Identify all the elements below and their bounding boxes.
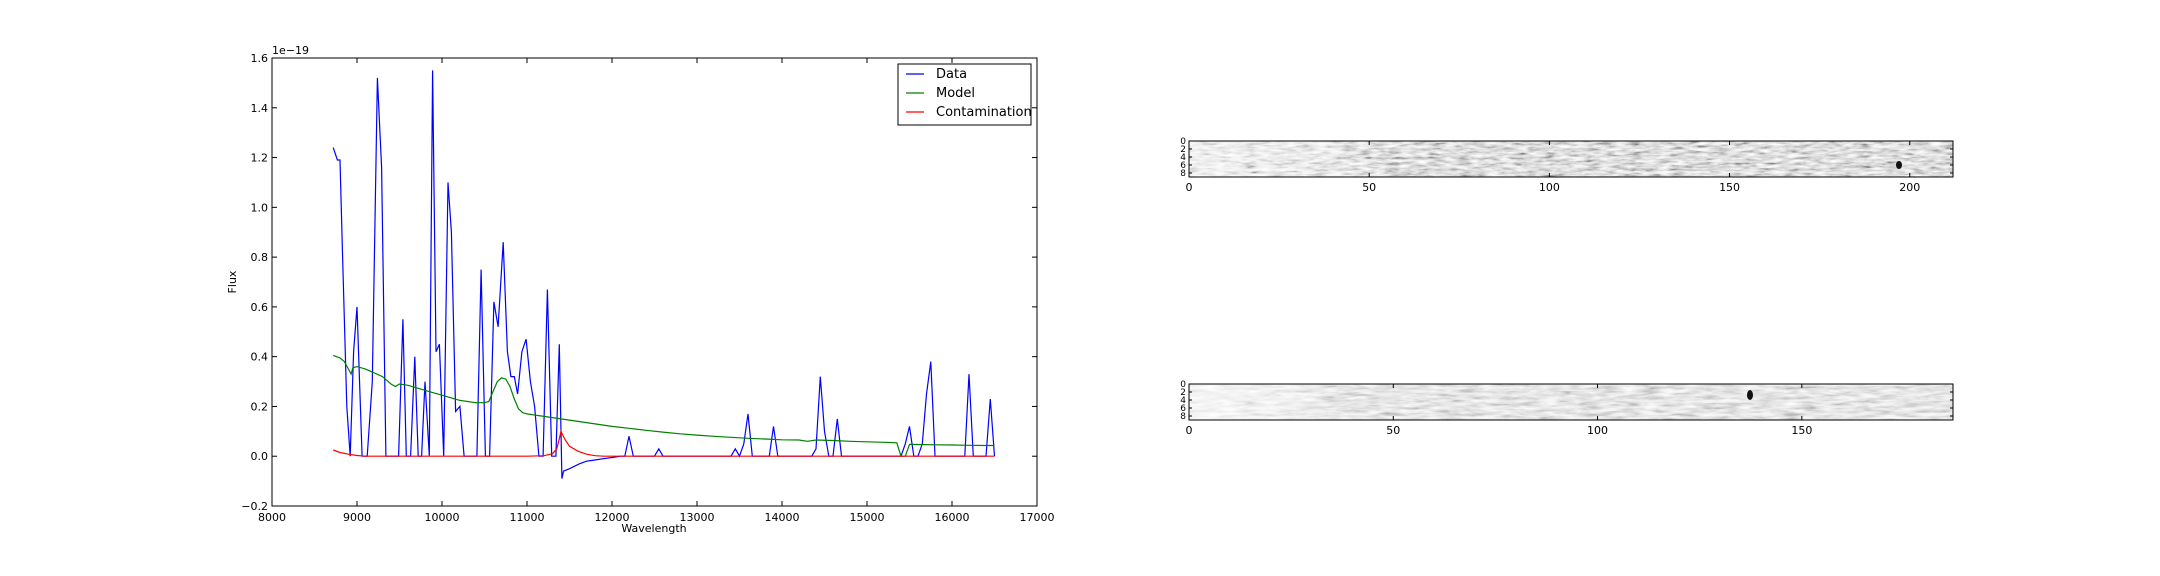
series-lines — [332, 70, 996, 479]
x-tick-label: 50 — [1362, 181, 1376, 194]
x-tick-label: 15000 — [850, 511, 885, 524]
y-tick-label: 0.6 — [251, 301, 269, 314]
x-tick-label: 17000 — [1020, 511, 1055, 524]
plot-frame — [271, 57, 1038, 507]
x-tick-label: 0 — [1186, 424, 1193, 437]
image-dark-spot — [1896, 161, 1902, 169]
y-tick-label: 4 — [1180, 153, 1186, 163]
x-tick-label: 10000 — [425, 511, 460, 524]
image-bright-region — [1189, 141, 1953, 177]
y-tick-label: 0.2 — [251, 400, 269, 413]
spectrum-chart: 8000 9000 10000 11000 12000 13000 14000 15000 16… — [226, 44, 1055, 535]
y-offset-label: 1e−19 — [272, 44, 309, 57]
y-tick-label: 1.2 — [251, 152, 269, 165]
x-tick-label: 14000 — [765, 511, 800, 524]
x-tick-label: 100 — [1539, 181, 1560, 194]
series-line-model — [332, 354, 995, 457]
x-tick-label: 100 — [1587, 424, 1608, 437]
legend-label-contamination: Contamination — [936, 105, 1032, 120]
y-tick-label: 2 — [1180, 145, 1186, 155]
y-tick-label: 0 — [1180, 137, 1186, 147]
legend-label-data: Data — [936, 67, 967, 82]
x-tick-label: 8000 — [258, 511, 286, 524]
y-tick-label: 0.8 — [251, 251, 269, 264]
x-tick-label: 16000 — [935, 511, 970, 524]
x-axis-label: Wavelength — [621, 522, 686, 535]
image-frame — [1188, 140, 1954, 178]
y-tick-label: 1.4 — [251, 102, 269, 115]
x-tick-label: 11000 — [510, 511, 545, 524]
axis-ticks: 8000 9000 10000 11000 12000 13000 14000 15000 16… — [241, 52, 1054, 524]
y-tick-label: 8 — [1180, 169, 1186, 179]
image-dark-spot — [1747, 390, 1753, 400]
x-tick-label: 50 — [1386, 424, 1400, 437]
y-tick-label: 0 — [1180, 380, 1186, 390]
x-tick-label: 13000 — [680, 511, 715, 524]
x-tick-label: 200 — [1899, 181, 1920, 194]
y-tick-label: 1.0 — [251, 201, 269, 214]
y-tick-label: 8 — [1180, 412, 1186, 422]
x-tick-label: 12000 — [595, 511, 630, 524]
y-tick-label: −0.2 — [241, 500, 268, 513]
x-tick-label: 150 — [1791, 424, 1812, 437]
y-tick-label: 0.4 — [251, 351, 269, 364]
y-axis-label: Flux — [226, 270, 239, 293]
y-tick-label: 6 — [1180, 161, 1186, 171]
y-tick-label: 4 — [1180, 396, 1186, 406]
x-tick-label: 150 — [1719, 181, 1740, 194]
legend-label-model: Model — [936, 86, 975, 101]
y-tick-label: 6 — [1180, 404, 1186, 414]
image-frame — [1188, 383, 1954, 421]
x-tick-label: 0 — [1186, 181, 1193, 194]
legend: Data Model Contamination — [897, 63, 1032, 126]
image-bright-region — [1189, 384, 1953, 420]
y-tick-label: 1.6 — [251, 52, 269, 65]
y-tick-label: 0.0 — [251, 450, 269, 463]
x-tick-label: 9000 — [343, 511, 371, 524]
series-line-contamination — [332, 429, 995, 457]
y-tick-label: 2 — [1180, 388, 1186, 398]
